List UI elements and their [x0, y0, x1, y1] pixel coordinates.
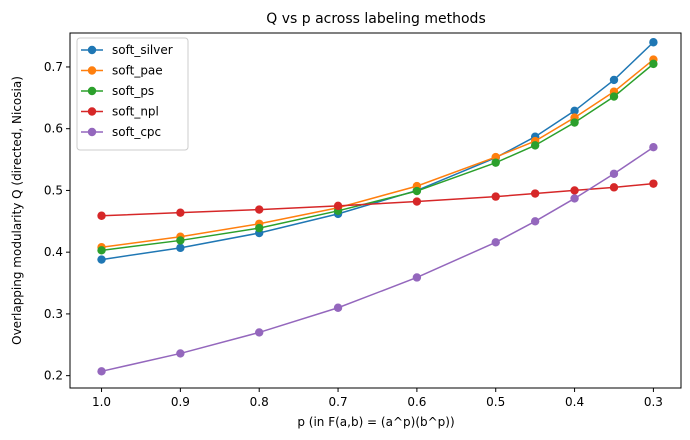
data-point	[412, 197, 422, 206]
data-point	[570, 194, 579, 203]
data-point	[97, 211, 106, 220]
legend-item: soft_cpc	[81, 125, 161, 139]
data-point	[176, 243, 185, 253]
series-line	[101, 182, 654, 217]
data-point	[412, 273, 422, 282]
series-soft_cpc	[97, 143, 658, 376]
y-axis: 0.2 0.3 0.4 0.5 0.6 0.7	[44, 60, 70, 383]
legend-box	[76, 37, 189, 151]
data-point	[255, 205, 264, 214]
data-point	[609, 75, 619, 85]
y-tick-label: 0.3	[44, 307, 63, 321]
plot-area	[97, 38, 658, 376]
x-tick-label: 1.0	[92, 395, 111, 409]
series-soft_ps	[97, 59, 658, 255]
data-point	[255, 223, 264, 233]
series-line	[101, 41, 654, 261]
legend-marker	[87, 45, 97, 55]
legend-marker	[87, 127, 97, 137]
legend-label: soft_silver	[112, 43, 173, 57]
legend-label: soft_npl	[112, 105, 159, 119]
y-tick-label: 0.7	[44, 60, 63, 74]
legend: soft_silver soft_pae soft_ps soft_npl soft_c…	[76, 37, 189, 151]
x-tick-label: 0.7	[329, 395, 348, 409]
plot-frame	[69, 32, 682, 389]
x-tick-label: 0.6	[407, 395, 426, 409]
data-point	[491, 192, 500, 201]
data-point	[530, 189, 540, 198]
data-point	[609, 183, 619, 192]
data-point	[609, 169, 619, 178]
series-soft_npl	[97, 179, 658, 220]
x-axis-label: p (in F(a,b) = (a^p)(b^p))	[297, 415, 454, 429]
chart-title: Q vs p across labeling methods	[266, 11, 485, 27]
x-tick-label: 0.3	[644, 395, 663, 409]
legend-marker	[87, 66, 97, 75]
data-point	[97, 367, 106, 376]
data-point	[412, 186, 422, 196]
data-point	[491, 238, 500, 247]
x-tick-label: 0.4	[565, 395, 584, 409]
x-tick-label: 0.8	[250, 395, 269, 409]
legend-item: soft_silver	[81, 43, 173, 57]
data-point	[176, 208, 185, 217]
data-point	[570, 186, 579, 195]
data-point	[176, 236, 185, 245]
legend-label: soft_cpc	[112, 125, 161, 139]
y-axis-label: Overlapping modularity Q (directed, Nico…	[10, 76, 24, 345]
x-tick-label: 0.9	[171, 395, 190, 409]
data-point	[97, 255, 106, 264]
data-point	[333, 303, 343, 312]
legend-label: soft_pae	[112, 64, 163, 78]
series-line	[101, 63, 654, 252]
data-point	[570, 106, 579, 115]
data-point	[176, 349, 185, 358]
legend-marker	[87, 86, 97, 96]
data-point	[530, 217, 540, 226]
legend-marker	[87, 107, 97, 116]
series-line	[101, 58, 654, 248]
data-point	[649, 179, 658, 188]
y-tick-label: 0.5	[44, 183, 63, 197]
legend-item: soft_ps	[81, 84, 154, 98]
data-point	[491, 158, 500, 167]
data-point	[649, 38, 658, 47]
data-point	[255, 328, 264, 337]
data-point	[649, 143, 658, 152]
legend-item: soft_npl	[81, 105, 159, 119]
x-tick-label: 0.5	[486, 395, 505, 409]
y-tick-label: 0.2	[44, 369, 63, 383]
data-point	[97, 246, 106, 255]
data-point	[609, 92, 619, 101]
data-point	[530, 141, 540, 150]
legend-label: soft_ps	[112, 84, 154, 98]
series-line	[101, 146, 654, 373]
data-point	[570, 118, 579, 127]
data-point	[333, 201, 343, 211]
x-axis: 1.0 0.9 0.8 0.7 0.6 0.5 0.4 0.3	[92, 388, 663, 409]
y-tick-label: 0.6	[44, 122, 63, 136]
legend-item: soft_pae	[81, 64, 163, 78]
data-point	[649, 59, 658, 69]
y-tick-label: 0.4	[44, 245, 63, 259]
